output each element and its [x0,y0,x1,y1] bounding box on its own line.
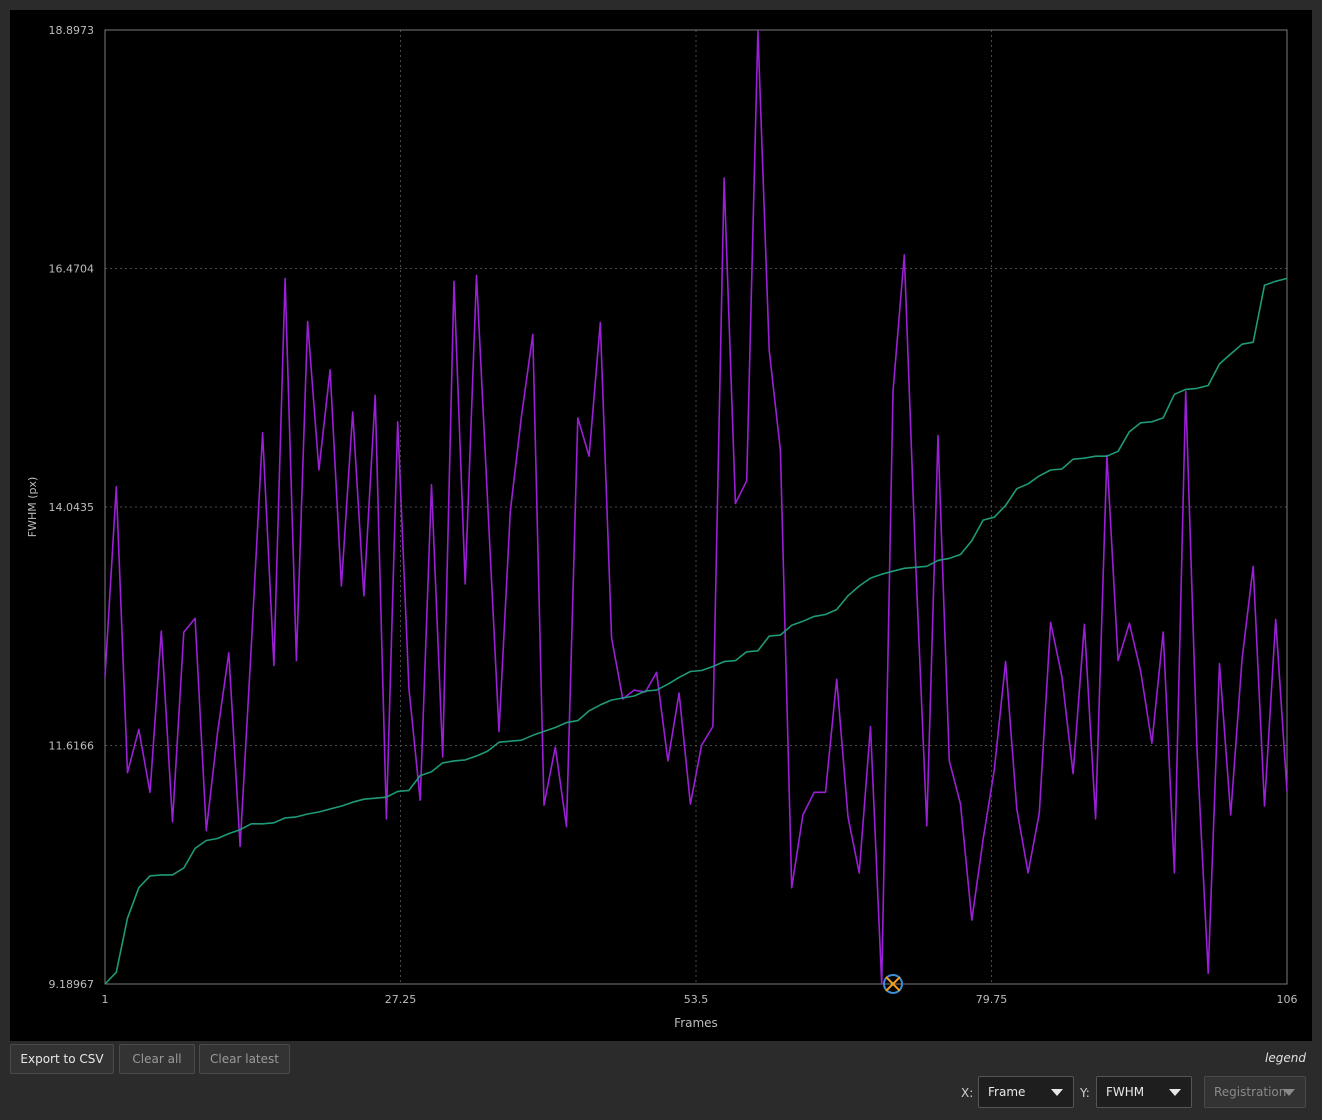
legend-toggle[interactable]: legend [1265,1051,1306,1065]
y-axis-select-value: FWHM [1106,1085,1145,1099]
x-selector-label: X: [961,1086,974,1100]
x-tick-label: 53.5 [684,993,709,1006]
y-selector-label: Y: [1080,1086,1090,1100]
chevron-down-icon [1283,1089,1295,1096]
selected-point-cross [885,976,901,992]
y-tick-label: 16.4704 [49,262,95,275]
tick-layer: 1 27.25 53.5 79.75 106 9.18967 11.6166 14.0435 1… [49,24,1298,1006]
clear-latest-button[interactable]: Clear latest [199,1044,290,1074]
y-tick-label: 11.6166 [49,739,95,752]
chevron-down-icon [1051,1089,1063,1096]
y-axis-select[interactable]: FWHM [1096,1076,1192,1108]
fwhm-chart[interactable]: 1 27.25 53.5 79.75 106 9.18967 11.6166 14.0435 1… [10,10,1312,1041]
selected-point-circle [883,973,903,994]
y-tick-label: 14.0435 [49,501,95,514]
plot-frame [104,29,1288,985]
x-axis-select-value: Frame [988,1085,1026,1099]
y-tick-label: 9.18967 [49,978,95,991]
x-axis-label: Frames [674,1016,718,1030]
x-tick-label: 79.75 [976,993,1008,1006]
fwhm-series-line [104,29,1288,985]
registration-select[interactable]: Registration [1204,1076,1306,1108]
sorted-fwhm-series-line [104,277,1288,985]
y-axis-label: FWHM (px) [26,477,39,538]
plot-panel[interactable]: 1 27.25 53.5 79.75 106 9.18967 11.6166 14.0435 1… [10,10,1312,1041]
clear-all-button[interactable]: Clear all [119,1044,195,1074]
x-axis-select[interactable]: Frame [978,1076,1074,1108]
y-tick-label: 18.8973 [49,24,95,37]
x-tick-label: 27.25 [385,993,417,1006]
x-tick-label: 1 [102,993,109,1006]
series-layer [104,29,1288,985]
selected-point-marker[interactable] [883,973,903,994]
x-tick-label: 106 [1277,993,1298,1006]
export-csv-button[interactable]: Export to CSV [10,1044,114,1074]
registration-select-value: Registration [1214,1085,1287,1099]
chevron-down-icon [1169,1089,1181,1096]
